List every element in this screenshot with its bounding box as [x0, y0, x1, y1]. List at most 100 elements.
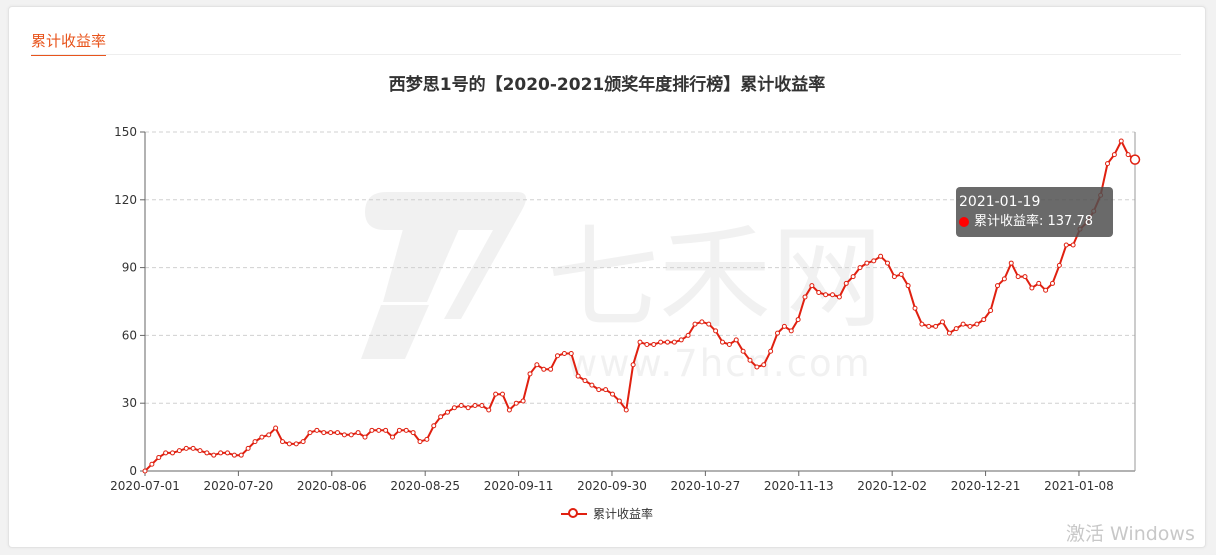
data-point[interactable] [1125, 152, 1131, 158]
data-point[interactable] [836, 294, 842, 300]
data-point[interactable] [898, 271, 904, 277]
data-point[interactable] [362, 434, 368, 440]
data-point[interactable] [156, 454, 162, 460]
data-point-highlighted[interactable] [1129, 154, 1141, 165]
data-point[interactable] [534, 362, 540, 368]
data-point[interactable] [266, 432, 272, 438]
data-point[interactable] [981, 317, 987, 323]
data-point[interactable] [747, 357, 753, 363]
data-point[interactable] [616, 398, 622, 404]
data-point[interactable] [802, 294, 808, 300]
data-point[interactable] [637, 339, 643, 345]
data-point[interactable] [720, 339, 725, 345]
data-point[interactable] [231, 452, 237, 458]
data-point[interactable] [816, 289, 822, 295]
data-point[interactable] [603, 387, 609, 393]
data-point[interactable] [190, 445, 196, 451]
data-point[interactable] [651, 341, 657, 347]
data-point[interactable] [1001, 276, 1007, 282]
data-point[interactable] [348, 432, 354, 438]
data-point[interactable] [548, 366, 554, 372]
data-point[interactable] [424, 436, 430, 442]
data-point[interactable] [926, 323, 932, 329]
data-point[interactable] [610, 391, 615, 397]
data-point[interactable] [953, 326, 959, 332]
data-point[interactable] [486, 407, 492, 413]
data-point[interactable] [1111, 152, 1117, 158]
legend-item[interactable]: 累计收益率 [561, 506, 653, 522]
data-point[interactable] [170, 450, 175, 456]
data-point[interactable] [396, 427, 402, 433]
data-point[interactable] [995, 283, 1000, 289]
data-point[interactable] [713, 328, 719, 334]
data-point[interactable] [582, 378, 588, 384]
data-point[interactable] [431, 423, 437, 429]
data-point[interactable] [630, 362, 636, 368]
data-point[interactable] [204, 450, 210, 456]
data-point[interactable] [1070, 242, 1076, 248]
data-point[interactable] [376, 427, 382, 433]
data-point[interactable] [1043, 287, 1049, 293]
data-point[interactable] [857, 265, 863, 271]
data-point[interactable] [761, 362, 767, 368]
data-point[interactable] [967, 323, 973, 329]
data-point[interactable] [678, 337, 684, 343]
data-point[interactable] [293, 441, 299, 447]
data-point[interactable] [218, 450, 224, 456]
data-point[interactable] [238, 452, 244, 458]
data-point[interactable] [905, 283, 911, 289]
data-point[interactable] [335, 430, 340, 436]
data-point[interactable] [321, 430, 327, 436]
data-point[interactable] [788, 328, 794, 334]
data-point[interactable] [506, 407, 512, 413]
data-point[interactable] [871, 258, 877, 264]
data-point[interactable] [300, 439, 306, 445]
data-point[interactable] [286, 441, 292, 447]
data-point[interactable] [843, 280, 849, 286]
data-point[interactable] [225, 450, 230, 456]
data-point[interactable] [183, 445, 189, 451]
data-point[interactable] [328, 430, 334, 436]
data-point[interactable] [706, 321, 712, 327]
data-point[interactable] [830, 292, 835, 298]
data-point[interactable] [479, 402, 485, 408]
data-point[interactable] [163, 450, 169, 456]
data-point[interactable] [946, 330, 952, 336]
data-point[interactable] [644, 341, 650, 347]
data-point[interactable] [520, 398, 526, 404]
data-point[interactable] [575, 373, 581, 379]
data-point[interactable] [176, 448, 182, 454]
data-point[interactable] [245, 445, 251, 451]
data-point[interactable] [933, 323, 939, 329]
data-point[interactable] [885, 260, 890, 266]
data-point[interactable] [197, 448, 203, 454]
data-point[interactable] [823, 292, 829, 298]
data-point[interactable] [768, 348, 774, 354]
data-point[interactable] [383, 427, 389, 433]
data-point[interactable] [1050, 280, 1055, 286]
data-point[interactable] [809, 283, 815, 289]
data-point[interactable] [465, 405, 471, 411]
data-point[interactable] [912, 305, 918, 311]
data-point[interactable] [1036, 280, 1042, 286]
data-point[interactable] [733, 337, 739, 343]
data-point[interactable] [541, 366, 547, 372]
data-point[interactable] [658, 339, 664, 345]
data-point[interactable] [1118, 138, 1124, 144]
data-point[interactable] [1015, 274, 1021, 280]
data-point[interactable] [740, 348, 746, 354]
data-point[interactable] [355, 430, 361, 436]
data-point[interactable] [1056, 262, 1062, 268]
data-point[interactable] [417, 439, 423, 445]
data-point[interactable] [493, 391, 499, 397]
data-point[interactable] [850, 274, 856, 280]
data-point[interactable] [1022, 274, 1028, 280]
data-point[interactable] [596, 387, 602, 393]
data-point[interactable] [699, 319, 705, 325]
data-point[interactable] [940, 319, 945, 325]
data-point[interactable] [211, 452, 217, 458]
data-point[interactable] [273, 425, 279, 431]
data-point[interactable] [252, 439, 258, 445]
data-point[interactable] [795, 317, 801, 323]
data-point[interactable] [692, 321, 698, 327]
